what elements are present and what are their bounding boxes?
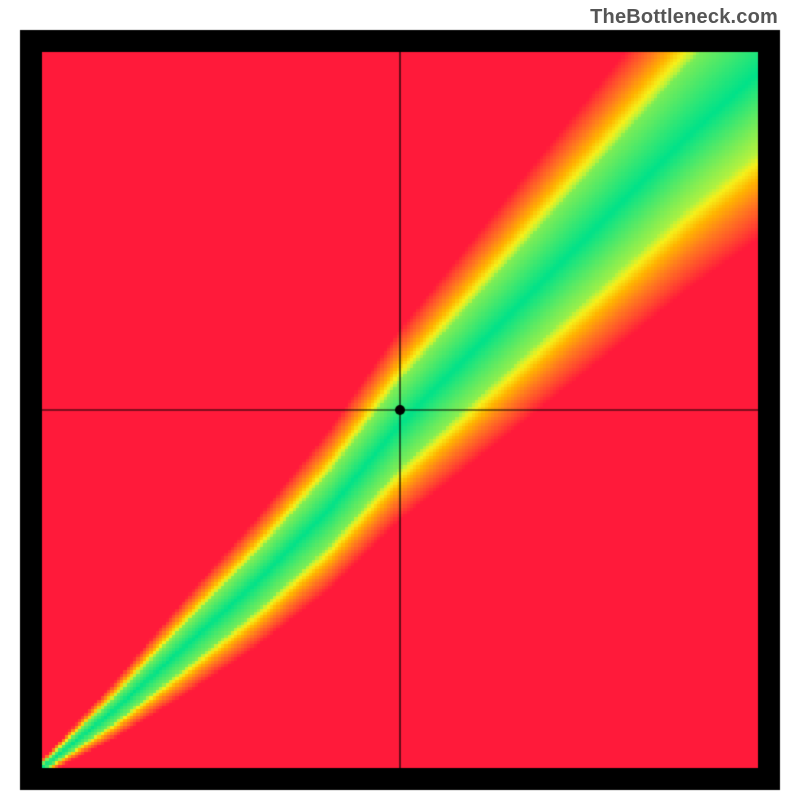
bottleneck-heatmap <box>0 0 800 800</box>
chart-container: TheBottleneck.com <box>0 0 800 800</box>
watermark-text: TheBottleneck.com <box>590 6 778 29</box>
